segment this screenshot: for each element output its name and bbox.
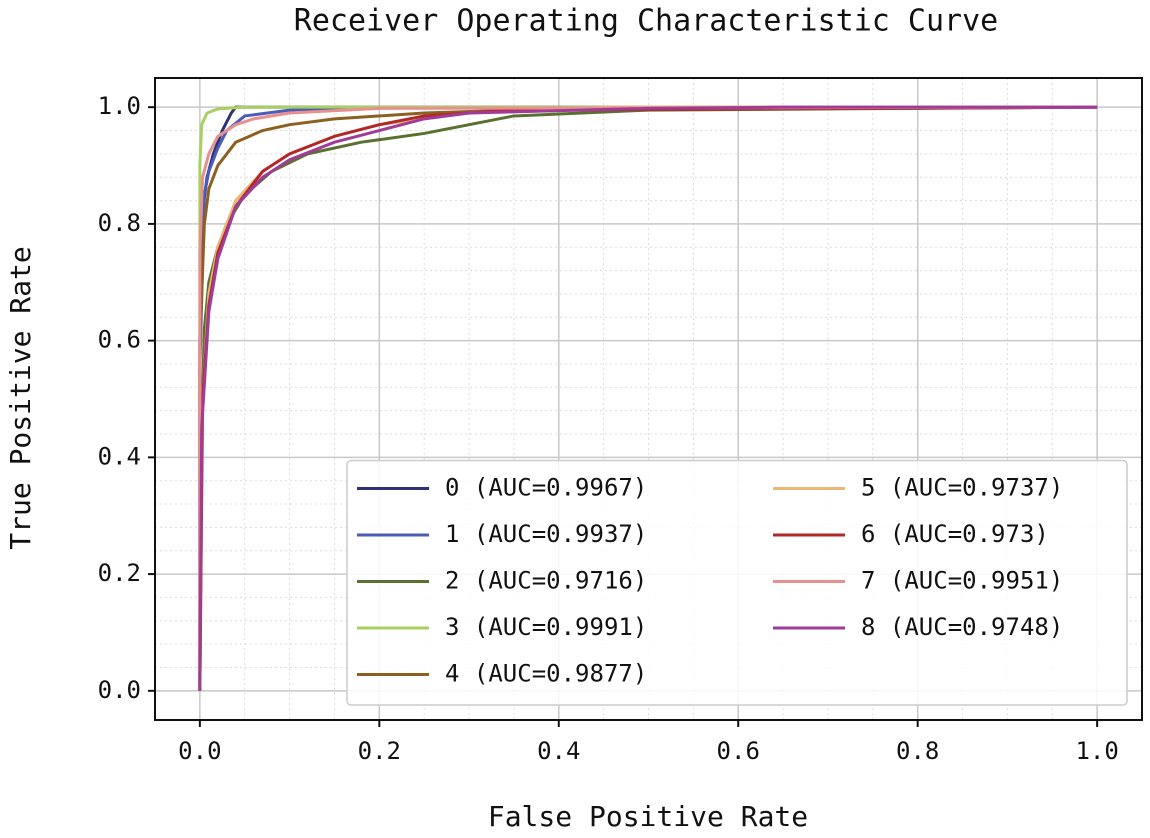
legend-label: 7 (AUC=0.9951) [861,567,1063,595]
y-tick-label: 0.8 [98,209,141,237]
plot-lines [198,105,1098,691]
x-axis-label: False Positive Rate [488,800,808,833]
legend-box [346,459,1128,706]
legend-label: 4 (AUC=0.9877) [445,660,647,688]
x-tick-label: 0.6 [717,737,760,765]
x-tick-label: 1.0 [1075,737,1118,765]
y-axis-label: True Positive Rate [4,246,37,549]
legend-label: 1 (AUC=0.9937) [445,520,647,548]
legend-label: 8 (AUC=0.9748) [861,613,1063,641]
legend-label: 3 (AUC=0.9991) [445,613,647,641]
x-tick-label: 0.0 [178,737,221,765]
chart-title: Receiver Operating Characteristic Curve [294,4,998,39]
y-tick-label: 0.4 [98,442,141,470]
roc-curve [198,105,1098,691]
legend: 0 (AUC=0.9967) 1 (AUC=0.9937) 2 (AUC=0.971… [346,459,1128,706]
legend-label: 5 (AUC=0.9737) [861,474,1063,502]
legend-label: 0 (AUC=0.9967) [445,474,647,502]
y-tick-label: 0.2 [98,559,141,587]
plot-frame [154,77,1143,721]
y-tick-label: 0.0 [98,676,141,704]
x-tick-label: 0.8 [896,737,939,765]
x-tick-label: 0.4 [537,737,580,765]
axes: 0.0 0.2 0.4 0.6 0.8 1.0 0.0 0.2 0.4 0.6 0.8 1.0 [98,92,1119,765]
legend-label: 2 (AUC=0.9716) [445,567,647,595]
roc-curve [198,105,1098,691]
x-tick-label: 0.2 [358,737,401,765]
roc-curve [198,105,1098,691]
y-tick-label: 0.6 [98,326,141,354]
legend-label: 6 (AUC=0.973) [861,520,1049,548]
roc-curve [198,105,1098,691]
y-tick-label: 1.0 [98,92,141,120]
